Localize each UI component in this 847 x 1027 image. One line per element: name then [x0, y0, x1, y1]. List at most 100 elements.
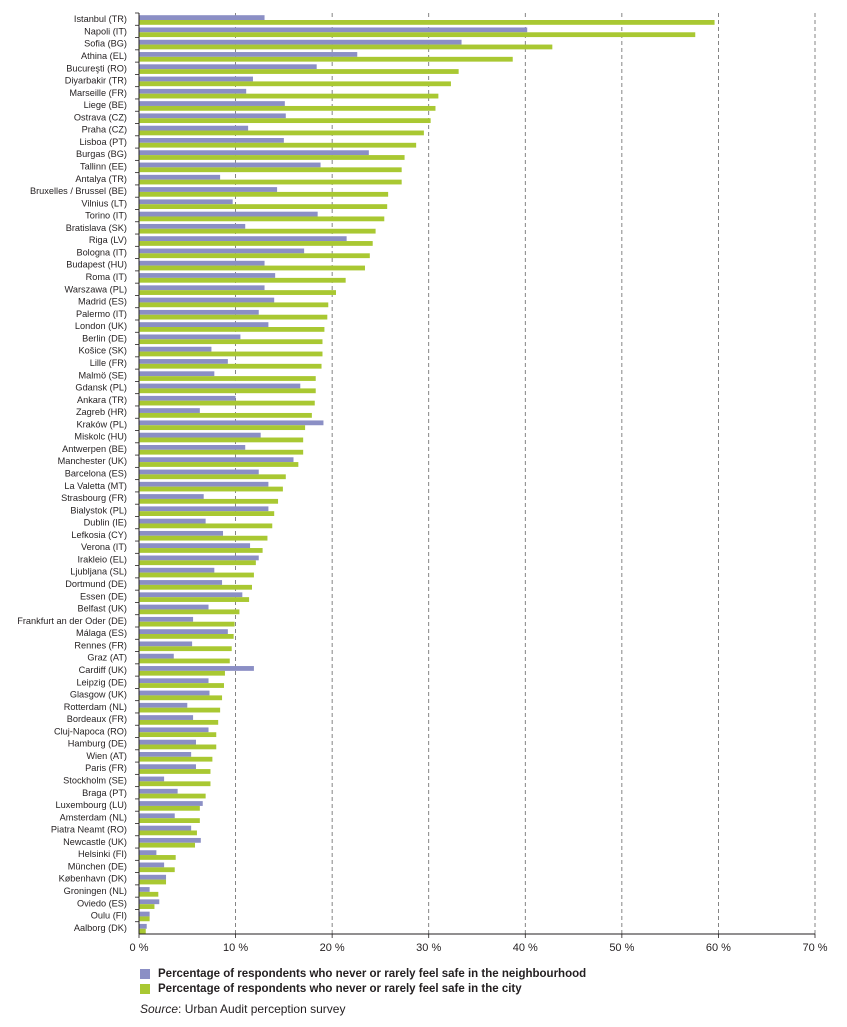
category-label: Bucureşti (RO) [66, 63, 127, 73]
bar-city [139, 621, 235, 627]
category-label: Kraków (PL) [76, 419, 127, 429]
category-label: Piatra Neamt (RO) [51, 825, 127, 835]
bar-neighbourhood [139, 383, 301, 389]
bar-neighbourhood [139, 211, 318, 217]
bar-neighbourhood [139, 752, 192, 757]
bar-neighbourhood [139, 359, 228, 364]
bar-city [139, 584, 252, 590]
x-tick-label: 60 % [706, 942, 731, 954]
bar-neighbourhood [139, 887, 150, 892]
category-label: Sofia (BG) [84, 39, 127, 49]
category-label: Ljubljana (SL) [70, 567, 127, 577]
bar-city [139, 535, 268, 541]
bar-neighbourhood [139, 481, 269, 487]
category-label: Košice (SK) [78, 346, 127, 356]
bar-city [139, 56, 513, 62]
bar-city [139, 216, 385, 222]
category-label: Paris (FR) [85, 763, 127, 773]
bar-neighbourhood [139, 113, 286, 119]
category-label: Luxembourg (LU) [56, 800, 128, 810]
bar-city [139, 20, 715, 25]
x-tick-label: 0 % [130, 942, 149, 954]
bar-city [139, 658, 230, 664]
category-label: Dublin (IE) [84, 518, 127, 528]
category-label: København (DK) [59, 874, 127, 884]
bar-city [139, 290, 337, 295]
legend: Percentage of respondents who never or r… [140, 966, 586, 996]
legend-swatch-neighbourhood [140, 968, 150, 979]
bar-city [139, 253, 370, 259]
category-label: London (UK) [75, 321, 127, 331]
bar-city [139, 412, 312, 418]
category-label: Stockholm (SE) [63, 776, 127, 786]
bar-city [139, 572, 254, 578]
bar-city [139, 891, 159, 897]
source-label: Source [140, 1002, 179, 1016]
bar-neighbourhood [139, 27, 528, 33]
bar-neighbourhood [139, 260, 265, 266]
x-tick-label: 10 % [223, 942, 248, 954]
category-label: Bologna (IT) [76, 247, 127, 257]
bar-neighbourhood [139, 764, 196, 770]
bar-city [139, 695, 223, 701]
category-label: Amsterdam (NL) [60, 812, 127, 822]
bar-neighbourhood [139, 739, 196, 745]
bar-city [139, 130, 424, 136]
category-label: Glasgow (UK) [70, 690, 127, 700]
bar-chart: Istanbul (TR) Napoli (IT) Sofia (BG) Athina… [17, 12, 828, 954]
bar-neighbourhood [139, 395, 236, 401]
category-label: Budapest (HU) [66, 260, 127, 270]
x-tick-label: 30 % [416, 942, 441, 954]
x-tick-label: 50 % [609, 942, 634, 954]
category-label: Istanbul (TR) [74, 14, 127, 24]
bar-neighbourhood [139, 604, 209, 610]
category-label: Lille (FR) [90, 358, 127, 368]
bar-neighbourhood [139, 506, 269, 512]
category-label: Lefkosia (CY) [71, 530, 127, 540]
bar-neighbourhood [139, 715, 194, 720]
category-label: Ostrava (CZ) [74, 112, 127, 122]
bar-city [139, 511, 275, 516]
bar-city [139, 277, 346, 283]
bar-neighbourhood [139, 899, 160, 905]
bar-neighbourhood [139, 702, 188, 708]
bar-city [139, 265, 365, 271]
bar-neighbourhood [139, 64, 317, 70]
bar-city [139, 548, 263, 553]
bar-neighbourhood [139, 629, 228, 634]
bar-neighbourhood [139, 371, 215, 377]
bar-city [139, 314, 328, 320]
category-label: Strasbourg (FR) [61, 493, 127, 503]
bar-city [139, 388, 316, 394]
category-label: Belfast (UK) [77, 604, 127, 614]
category-label: Braga (PT) [82, 788, 127, 798]
bar-city [139, 879, 167, 885]
bar-neighbourhood [139, 592, 243, 598]
bar-neighbourhood [139, 494, 204, 499]
bar-city [139, 155, 405, 160]
category-label: Berlin (DE) [82, 333, 127, 343]
bar-neighbourhood [139, 76, 253, 82]
bar-neighbourhood [139, 543, 251, 549]
category-label: Marseille (FR) [69, 88, 127, 98]
bar-neighbourhood [139, 408, 200, 413]
bar-city [139, 462, 299, 467]
bar-city [139, 744, 217, 750]
legend-label-city: Percentage of respondents who never or r… [158, 982, 522, 995]
category-label: Bratislava (SK) [66, 223, 127, 233]
bar-city [139, 867, 175, 873]
bar-neighbourhood [139, 334, 241, 340]
bar-city [139, 32, 696, 38]
bar-city [139, 437, 304, 443]
bar-city [139, 351, 323, 357]
bar-neighbourhood [139, 641, 193, 647]
category-label: Madrid (ES) [78, 297, 127, 307]
bar-city [139, 928, 146, 934]
category-label: Lisboa (PT) [80, 137, 128, 147]
category-label: Irakleio (EL) [77, 554, 127, 564]
bar-neighbourhood [139, 469, 259, 475]
x-tick-label: 40 % [513, 942, 538, 954]
bar-city [139, 842, 196, 848]
bar-neighbourhood [139, 285, 265, 291]
bar-neighbourhood [139, 555, 259, 561]
